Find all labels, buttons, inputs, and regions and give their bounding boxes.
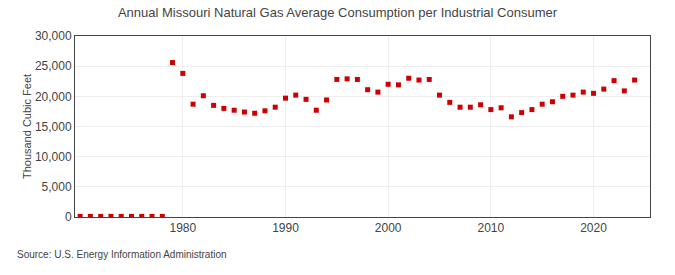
svg-text:Source: U.S. Energy Informatio: Source: U.S. Energy Information Administ… xyxy=(17,249,227,260)
svg-text:Thousand Cubic Feet: Thousand Cubic Feet xyxy=(21,74,33,179)
svg-text:15,000: 15,000 xyxy=(35,120,72,134)
svg-text:30,000: 30,000 xyxy=(35,29,72,43)
svg-text:20,000: 20,000 xyxy=(35,90,72,104)
svg-text:2020: 2020 xyxy=(580,221,607,235)
svg-text:10,000: 10,000 xyxy=(35,150,72,164)
svg-text:1980: 1980 xyxy=(169,221,196,235)
svg-text:2010: 2010 xyxy=(477,221,504,235)
svg-text:25,000: 25,000 xyxy=(35,59,72,73)
svg-text:1990: 1990 xyxy=(272,221,299,235)
svg-text:2000: 2000 xyxy=(375,221,402,235)
svg-text:5,000: 5,000 xyxy=(42,180,72,194)
svg-text:0: 0 xyxy=(65,210,72,224)
svg-text:Annual Missouri Natural Gas Av: Annual Missouri Natural Gas Average Cons… xyxy=(118,5,558,20)
